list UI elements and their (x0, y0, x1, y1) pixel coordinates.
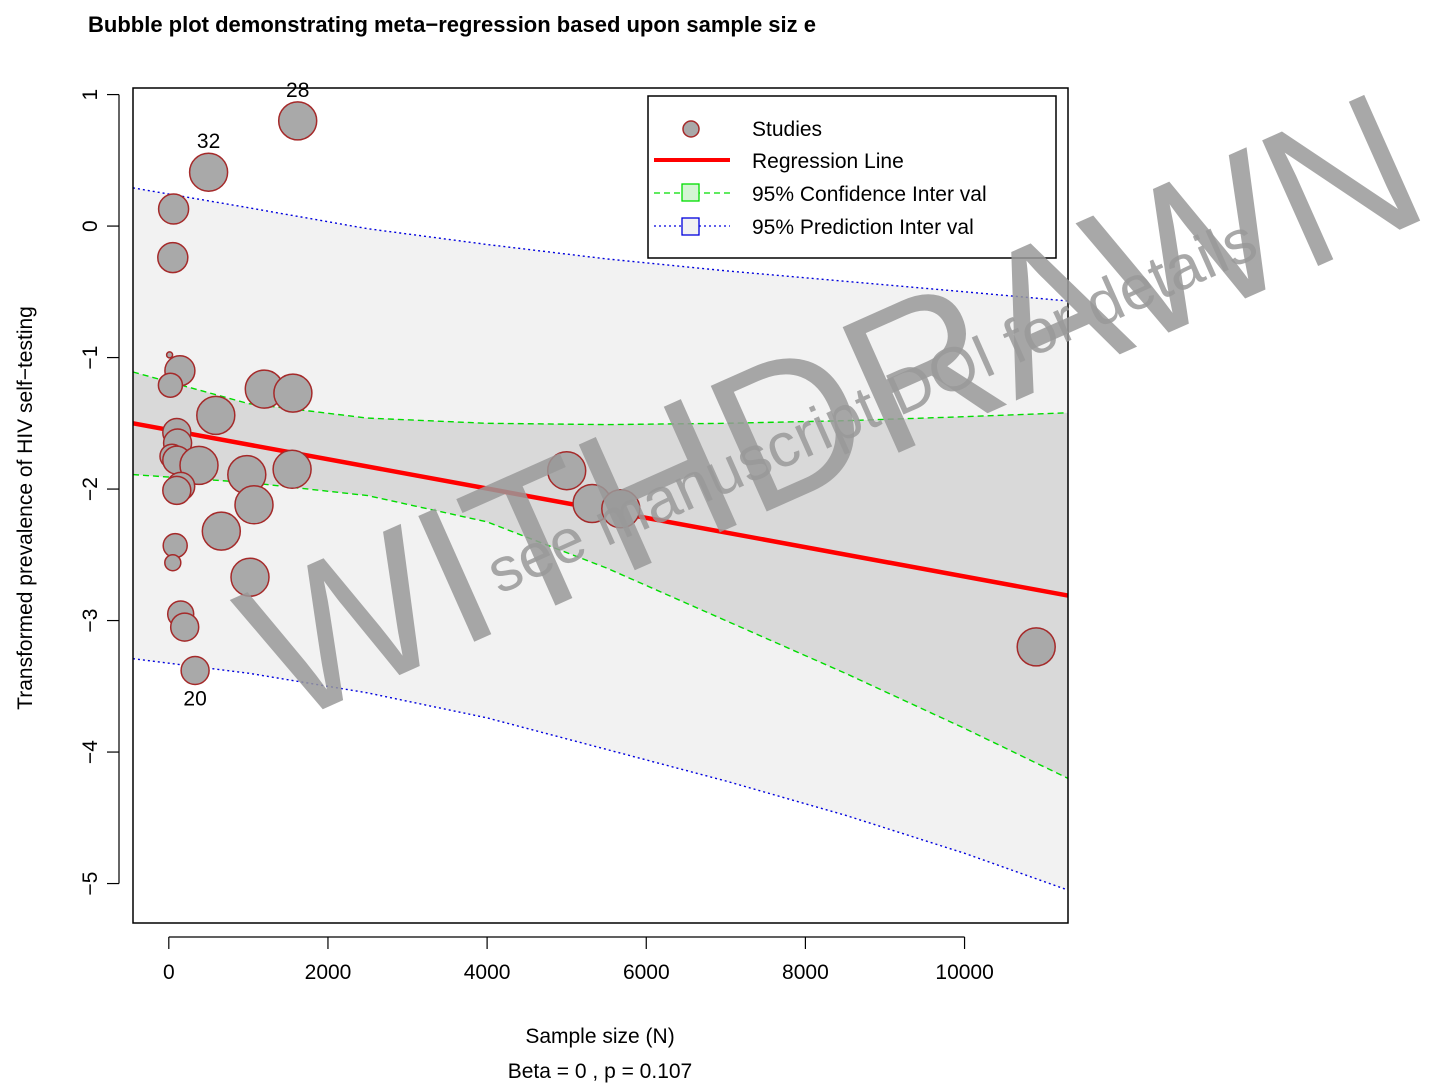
x-axis-label: Sample size (N) (525, 1025, 674, 1048)
legend-studies-label: Studies (752, 118, 822, 141)
legend-pi-label: 95% Prediction Inter val (752, 216, 974, 239)
study-label-28: 28 (286, 79, 309, 102)
study-label-32: 32 (197, 130, 220, 153)
y-tick-label-5: −4 (79, 740, 102, 764)
study-point-23 (201, 511, 242, 551)
study-point-29 (1016, 627, 1056, 667)
x-tick-label-4: 8000 (782, 961, 829, 984)
y-tick-label-0: 1 (79, 89, 102, 101)
prediction-lower-line (132, 658, 1069, 891)
y-axis-label: Transformed prevalence of HIV self−testi… (14, 306, 37, 710)
study-label-20: 20 (183, 688, 206, 711)
x-axis-sublabel: Beta = 0 , p = 0.107 (508, 1060, 692, 1083)
study-point-15 (272, 449, 312, 490)
legend-box (647, 95, 1057, 259)
study-point-6 (157, 372, 184, 398)
study-point-0 (277, 101, 318, 141)
study-point-26 (230, 557, 270, 597)
y-tick-label-1: 0 (79, 220, 102, 232)
axes-layer: 0 2000 4000 6000 8000 10000 1 0 −1 −2 −3 −4 −5 (79, 87, 1069, 984)
study-point-19 (162, 475, 192, 506)
study-point-28 (169, 612, 200, 642)
chart-title: Bubble plot demonstrating meta−regressio… (88, 12, 816, 37)
study-point-3 (157, 241, 189, 274)
study-point-30 (180, 655, 210, 686)
points-layer: 28 32 20 (157, 79, 1056, 711)
x-tick-label-0: 0 (163, 961, 175, 984)
study-point-2 (157, 193, 190, 225)
study-point-9 (196, 395, 236, 436)
x-tick-label-3: 6000 (623, 961, 670, 984)
legend-pi-box (681, 217, 700, 236)
study-point-4 (165, 351, 174, 359)
study-point-24 (162, 532, 188, 559)
y-tick-label-6: −5 (79, 872, 102, 896)
y-tick-label-4: −3 (79, 609, 102, 633)
legend-ci-label: 95% Confidence Inter val (752, 183, 987, 206)
study-point-25 (164, 553, 182, 572)
legend: Studies Regression Line 95% Confidence I… (647, 95, 1057, 259)
plot-frame (132, 87, 1069, 924)
study-point-8 (273, 373, 313, 413)
study-point-1 (188, 152, 229, 192)
x-tick-label-1: 2000 (305, 961, 352, 984)
study-point-22 (601, 489, 641, 529)
study-point-16 (546, 450, 587, 491)
y-tick-label-2: −1 (79, 346, 102, 370)
confidence-band (133, 372, 1068, 779)
legend-ci-box (681, 183, 700, 202)
x-tick-label-5: 10000 (935, 961, 993, 984)
y-tick-label-3: −2 (79, 477, 102, 501)
legend-regression-label: Regression Line (752, 150, 904, 173)
x-tick-label-2: 4000 (464, 961, 511, 984)
legend-studies-symbol (682, 120, 700, 138)
study-point-20 (234, 485, 274, 525)
